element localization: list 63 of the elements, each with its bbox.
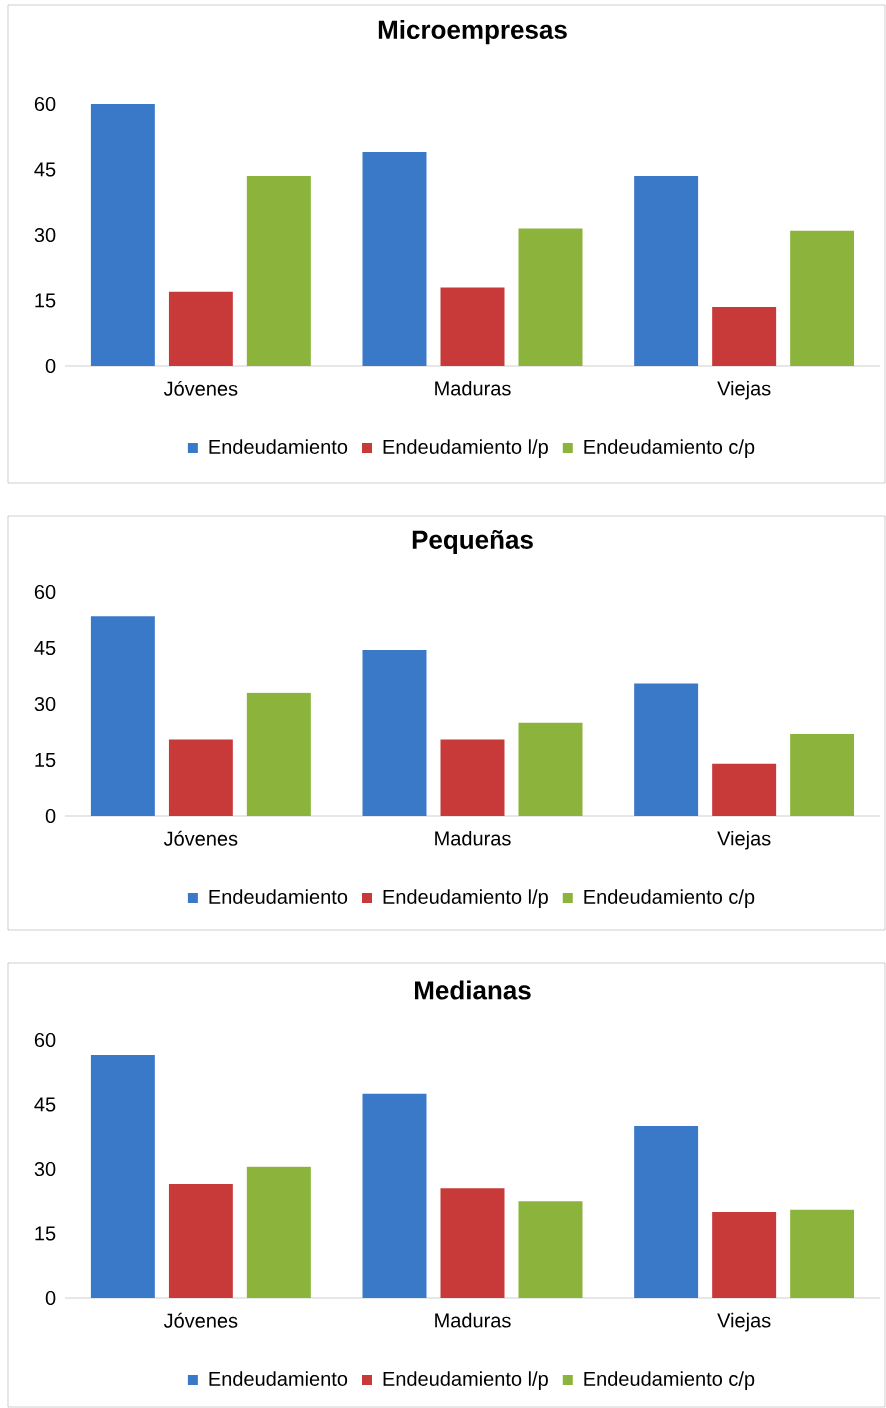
- bar: [362, 1093, 427, 1299]
- bar: [90, 1055, 155, 1299]
- x-tick-label: Viejas: [717, 830, 771, 850]
- legend-label: Endeudamiento c/p: [584, 889, 755, 908]
- bar: [518, 228, 583, 367]
- bar: [518, 722, 583, 817]
- bar: [90, 616, 155, 817]
- chart-title: Microempresas: [378, 19, 567, 45]
- bar: [168, 291, 233, 367]
- bar: [246, 176, 311, 367]
- y-tick-label: 15: [35, 1226, 56, 1241]
- y-tick-label: 0: [45, 358, 56, 374]
- x-tick-label: Maduras: [435, 1312, 511, 1328]
- bar: [518, 1201, 583, 1299]
- legend-label: Endeudamiento l/p: [383, 889, 548, 908]
- bar: [246, 692, 311, 817]
- bar: [712, 307, 777, 367]
- bar: [790, 1209, 855, 1299]
- y-tick-label: 45: [34, 641, 56, 655]
- bar: [362, 649, 427, 817]
- legend-label: Endeudamiento l/p: [383, 439, 548, 458]
- bar: [246, 1166, 311, 1299]
- y-tick-label: 60: [34, 584, 56, 600]
- bar: [790, 230, 855, 367]
- bar: [440, 739, 505, 817]
- bar: [168, 1184, 233, 1299]
- y-tick-label: 45: [34, 1097, 56, 1112]
- legend-label: Endeudamiento: [209, 889, 348, 904]
- x-tick-label: Maduras: [435, 380, 511, 396]
- y-tick-label: 30: [34, 696, 56, 712]
- legend-label: Endeudamiento: [209, 439, 348, 454]
- x-tick-label: Jóvenes: [163, 830, 238, 846]
- bar: [440, 1188, 505, 1299]
- chart-title: Medianas: [415, 980, 531, 1000]
- y-tick-label: 0: [45, 1290, 56, 1306]
- bar: [440, 287, 505, 367]
- x-tick-label: Jóvenes: [163, 1312, 238, 1328]
- y-tick-label: 30: [34, 1161, 56, 1177]
- legend-label: Endeudamiento l/p: [383, 1371, 548, 1390]
- y-tick-label: 45: [34, 162, 56, 177]
- y-tick-label: 30: [34, 227, 56, 243]
- bar: [712, 763, 777, 817]
- legend-label: Endeudamiento: [209, 1371, 348, 1386]
- legend-label: Endeudamiento c/p: [584, 439, 755, 458]
- x-tick-label: Viejas: [717, 380, 771, 400]
- chart-title: Pequeñas: [412, 529, 533, 555]
- bar: [634, 683, 699, 817]
- bar: [90, 104, 155, 367]
- bar: [712, 1212, 777, 1299]
- x-tick-label: Jóvenes: [163, 380, 238, 396]
- bar: [634, 1126, 699, 1299]
- y-tick-label: 60: [34, 1032, 56, 1048]
- y-tick-label: 60: [34, 96, 56, 112]
- bar: [634, 176, 699, 367]
- y-tick-label: 15: [35, 753, 56, 767]
- bar: [362, 152, 427, 367]
- legend-label: Endeudamiento c/p: [584, 1371, 755, 1390]
- y-tick-label: 0: [45, 808, 56, 824]
- x-tick-label: Maduras: [435, 830, 511, 846]
- y-tick-label: 15: [35, 293, 56, 308]
- bar: [168, 739, 233, 817]
- x-tick-label: Viejas: [717, 1312, 771, 1332]
- bar: [790, 733, 855, 817]
